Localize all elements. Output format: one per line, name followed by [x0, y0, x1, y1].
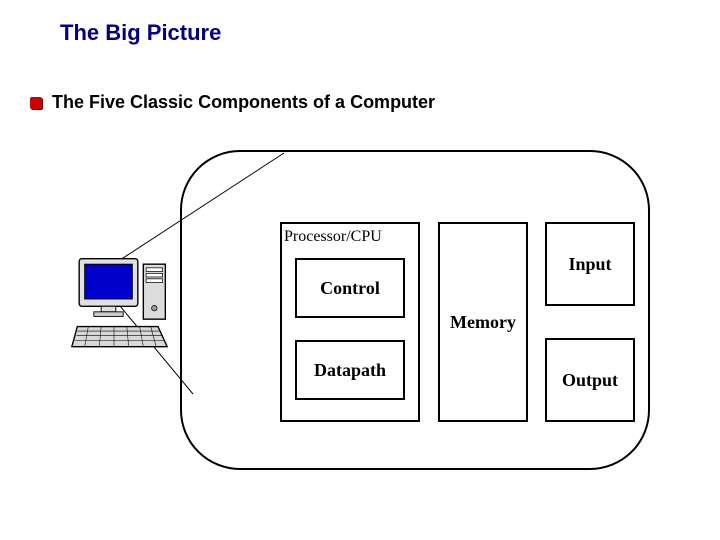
- computer-icon: [70, 255, 180, 365]
- bullet-text: The Five Classic Components of a Compute…: [52, 92, 435, 113]
- input-box: Input: [545, 222, 635, 306]
- memory-box: Memory: [438, 222, 528, 422]
- output-box: Output: [545, 338, 635, 422]
- datapath-box: Datapath: [295, 340, 405, 400]
- bullet-icon: [30, 97, 42, 109]
- control-box: Control: [295, 258, 405, 318]
- processor-label: Processor/CPU: [284, 228, 382, 246]
- slide: The Big Picture The Five Classic Compone…: [0, 0, 720, 540]
- bullet-row: The Five Classic Components of a Compute…: [30, 92, 435, 113]
- slide-title: The Big Picture: [60, 20, 221, 46]
